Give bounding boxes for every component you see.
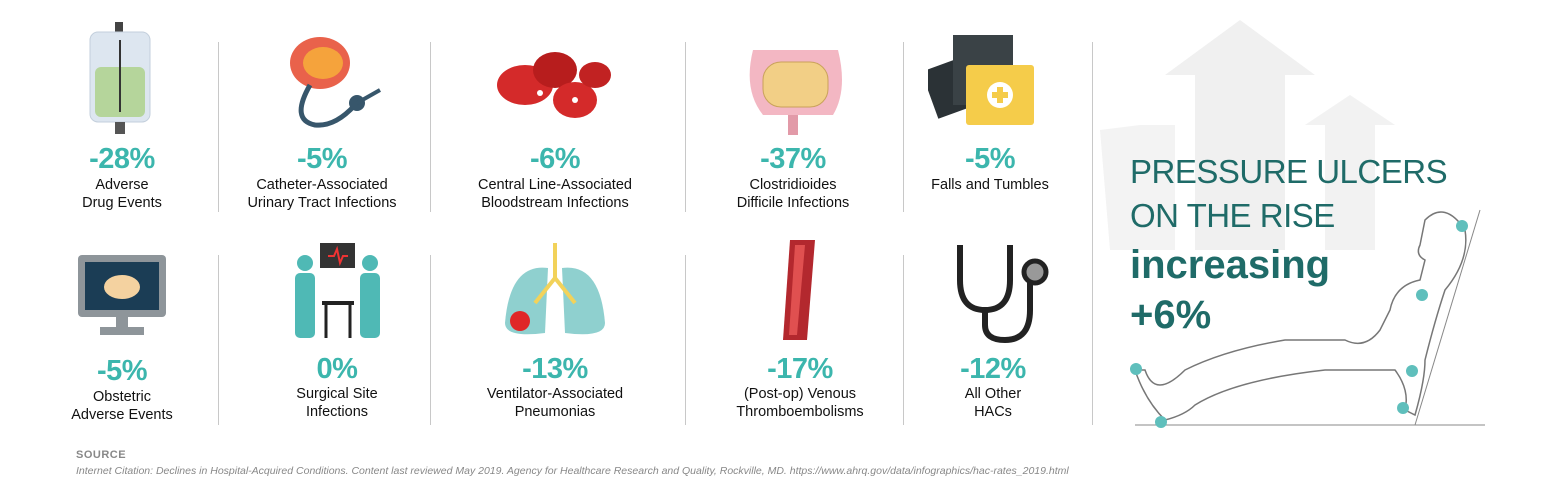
percent-change: -6% [529,143,581,175]
percent-change: -13% [522,353,588,385]
percent-change: -28% [89,143,155,175]
percent-change: -17% [767,353,833,385]
highlight-line: ON THE RISE [1130,197,1335,234]
surgeons-icon [295,243,380,338]
divider [218,42,219,212]
divider [1092,42,1093,425]
item-label: Central Line-Associated [478,177,632,193]
item-label: Drug Events [82,195,162,211]
item-label: Catheter-Associated [256,177,388,193]
divider [903,255,904,425]
catheter-icon [290,37,381,128]
item-label: Difficile Infections [736,195,850,211]
divider [430,255,431,425]
item-label: Ventilator-Associated [486,386,624,402]
highlight-line: increasing [1130,243,1331,287]
item-label: Obstetric [92,389,151,405]
highlight-heading: PRESSURE ULCERS ON THE RISE [1130,150,1448,238]
item-label: Pneumonias [514,404,596,420]
xray-folder-icon [928,35,1034,125]
item-label: Bloodstream Infections [481,195,629,211]
divider [903,42,904,212]
item-label: Urinary Tract Infections [247,195,397,211]
highlight-value: increasing +6% [1130,240,1330,340]
vein-icon [783,240,815,340]
item-label: Thromboembolisms [736,404,864,420]
source-heading: SOURCE [76,449,127,461]
item-label: HACs [974,404,1012,420]
percent-change: -5% [296,143,348,175]
divider [685,255,686,425]
divider [685,42,686,212]
item-label: All Other [964,386,1022,402]
rising-arrows-icon [1100,20,1395,250]
reclining-patient-icon [1130,209,1485,428]
percent-change: 0% [316,353,358,385]
lungs-icon [505,243,605,335]
highlight-line: PRESSURE ULCERS [1130,153,1448,190]
blood-cells-icon [497,52,611,118]
intestines-icon [749,50,842,135]
percent-change: -12% [960,353,1026,385]
item-label: Infections [305,404,369,420]
ultrasound-monitor-icon [78,255,166,335]
divider [218,255,219,425]
item-label: Surgical Site [296,386,378,402]
percent-change: -5% [964,143,1016,175]
highlight-percent: +6% [1130,293,1212,337]
item-label: (Post-op) Venous [743,386,857,402]
source-citation: Internet Citation: Declines in Hospital-… [76,465,1069,477]
divider [430,42,431,212]
item-label: Adverse [95,177,149,193]
percent-change: -37% [760,143,826,175]
percent-change: -5% [96,355,148,387]
item-label: Clostridioides [749,177,837,193]
item-label: Adverse Events [71,407,173,423]
stethoscope-icon [957,245,1049,344]
iv-bag-icon [89,22,151,134]
item-label: Falls and Tumbles [931,177,1049,193]
